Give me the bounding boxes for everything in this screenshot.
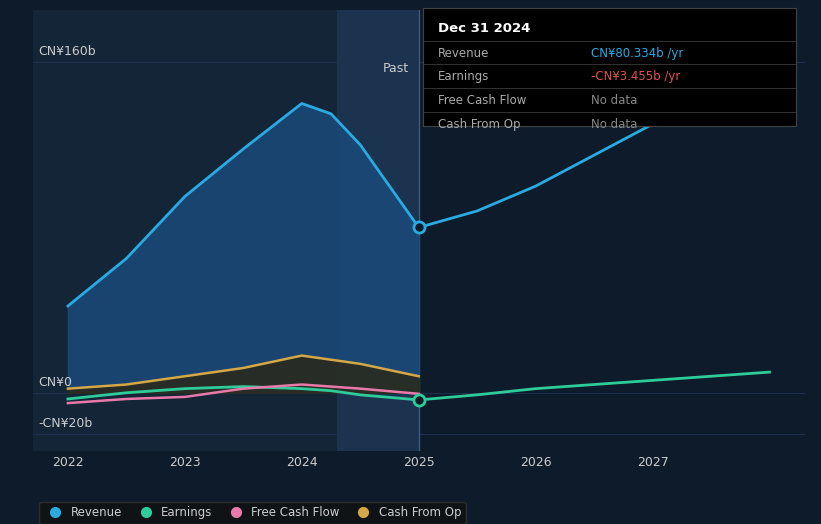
Text: No data: No data	[591, 117, 637, 130]
Legend: Revenue, Earnings, Free Cash Flow, Cash From Op: Revenue, Earnings, Free Cash Flow, Cash …	[39, 501, 466, 524]
Text: Revenue: Revenue	[438, 47, 489, 60]
Text: CN¥0: CN¥0	[39, 376, 73, 389]
Text: Analysts Forecasts: Analysts Forecasts	[428, 62, 544, 75]
Text: Free Cash Flow: Free Cash Flow	[438, 94, 526, 107]
Text: Earnings: Earnings	[438, 70, 489, 83]
Text: No data: No data	[591, 94, 637, 107]
Text: CN¥80.334b /yr: CN¥80.334b /yr	[591, 47, 683, 60]
Text: CN¥160b: CN¥160b	[39, 45, 96, 58]
Bar	[337, 10, 419, 451]
Text: Cash From Op: Cash From Op	[438, 117, 521, 130]
Bar	[33, 10, 419, 451]
Text: Past: Past	[383, 62, 410, 75]
Text: Dec 31 2024: Dec 31 2024	[438, 22, 530, 35]
Text: -CN¥3.455b /yr: -CN¥3.455b /yr	[591, 70, 681, 83]
Text: -CN¥20b: -CN¥20b	[39, 417, 93, 430]
